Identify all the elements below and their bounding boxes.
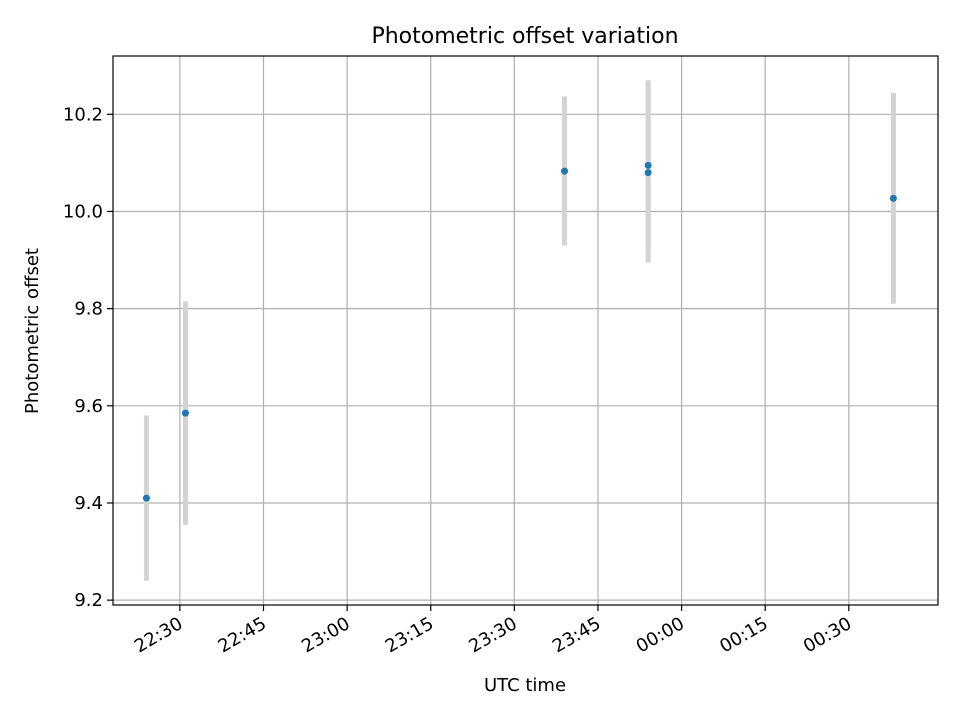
chart-title: Photometric offset variation (371, 24, 678, 49)
y-tick-label: 9.4 (74, 493, 103, 514)
data-point (181, 409, 189, 417)
y-tick-label: 9.8 (74, 299, 103, 320)
data-point (889, 194, 897, 202)
x-axis-label: UTC time (484, 675, 566, 696)
y-tick-label: 10.0 (63, 201, 103, 222)
y-axis-ticks: 9.2 9.4 9.6 9.8 10.0 10.2 (63, 104, 113, 611)
data-point (644, 169, 652, 177)
plot-frame (112, 55, 939, 606)
data-points (142, 161, 897, 502)
y-tick-label: 10.2 (63, 104, 103, 125)
data-point (142, 494, 150, 502)
y-tick-label: 9.6 (74, 396, 103, 417)
data-point (644, 161, 652, 169)
y-tick-label: 9.2 (74, 590, 103, 611)
data-point (561, 167, 569, 175)
grid (113, 56, 938, 605)
y-axis-label: Photometric offset (22, 248, 43, 414)
